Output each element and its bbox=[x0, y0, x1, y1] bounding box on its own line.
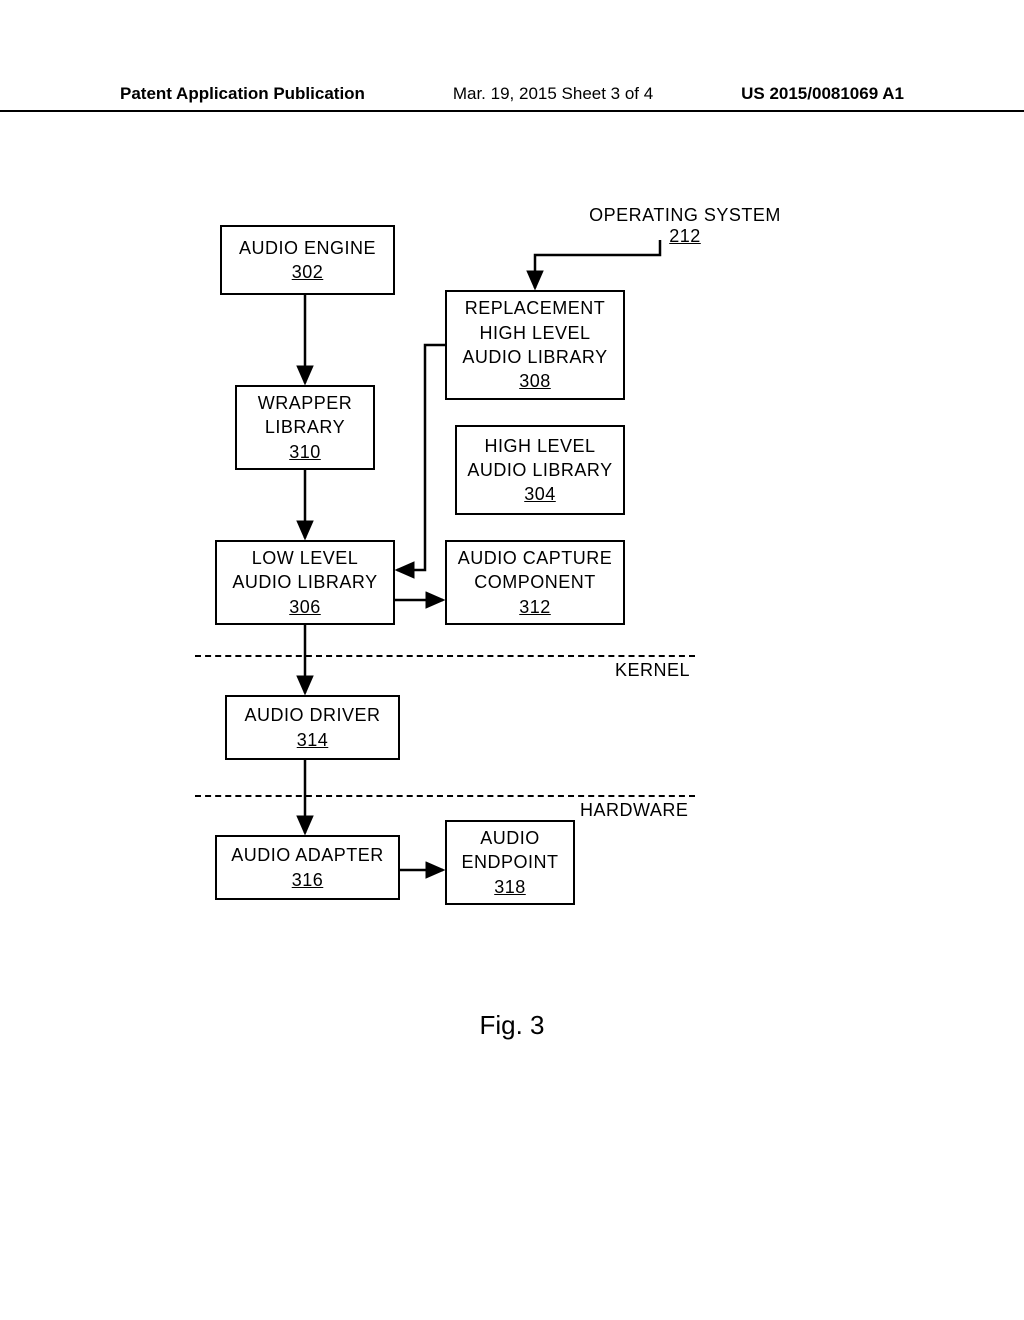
header-left: Patent Application Publication bbox=[120, 84, 365, 104]
header-mid: Mar. 19, 2015 Sheet 3 of 4 bbox=[453, 84, 653, 104]
header-right: US 2015/0081069 A1 bbox=[741, 84, 904, 104]
page-header: Patent Application Publication Mar. 19, … bbox=[0, 84, 1024, 112]
figure-caption: Fig. 3 bbox=[0, 1010, 1024, 1041]
diagram-canvas: OPERATING SYSTEM 212 AUDIO ENGINE 302 RE… bbox=[180, 200, 820, 1100]
arrows-layer bbox=[180, 200, 820, 1100]
